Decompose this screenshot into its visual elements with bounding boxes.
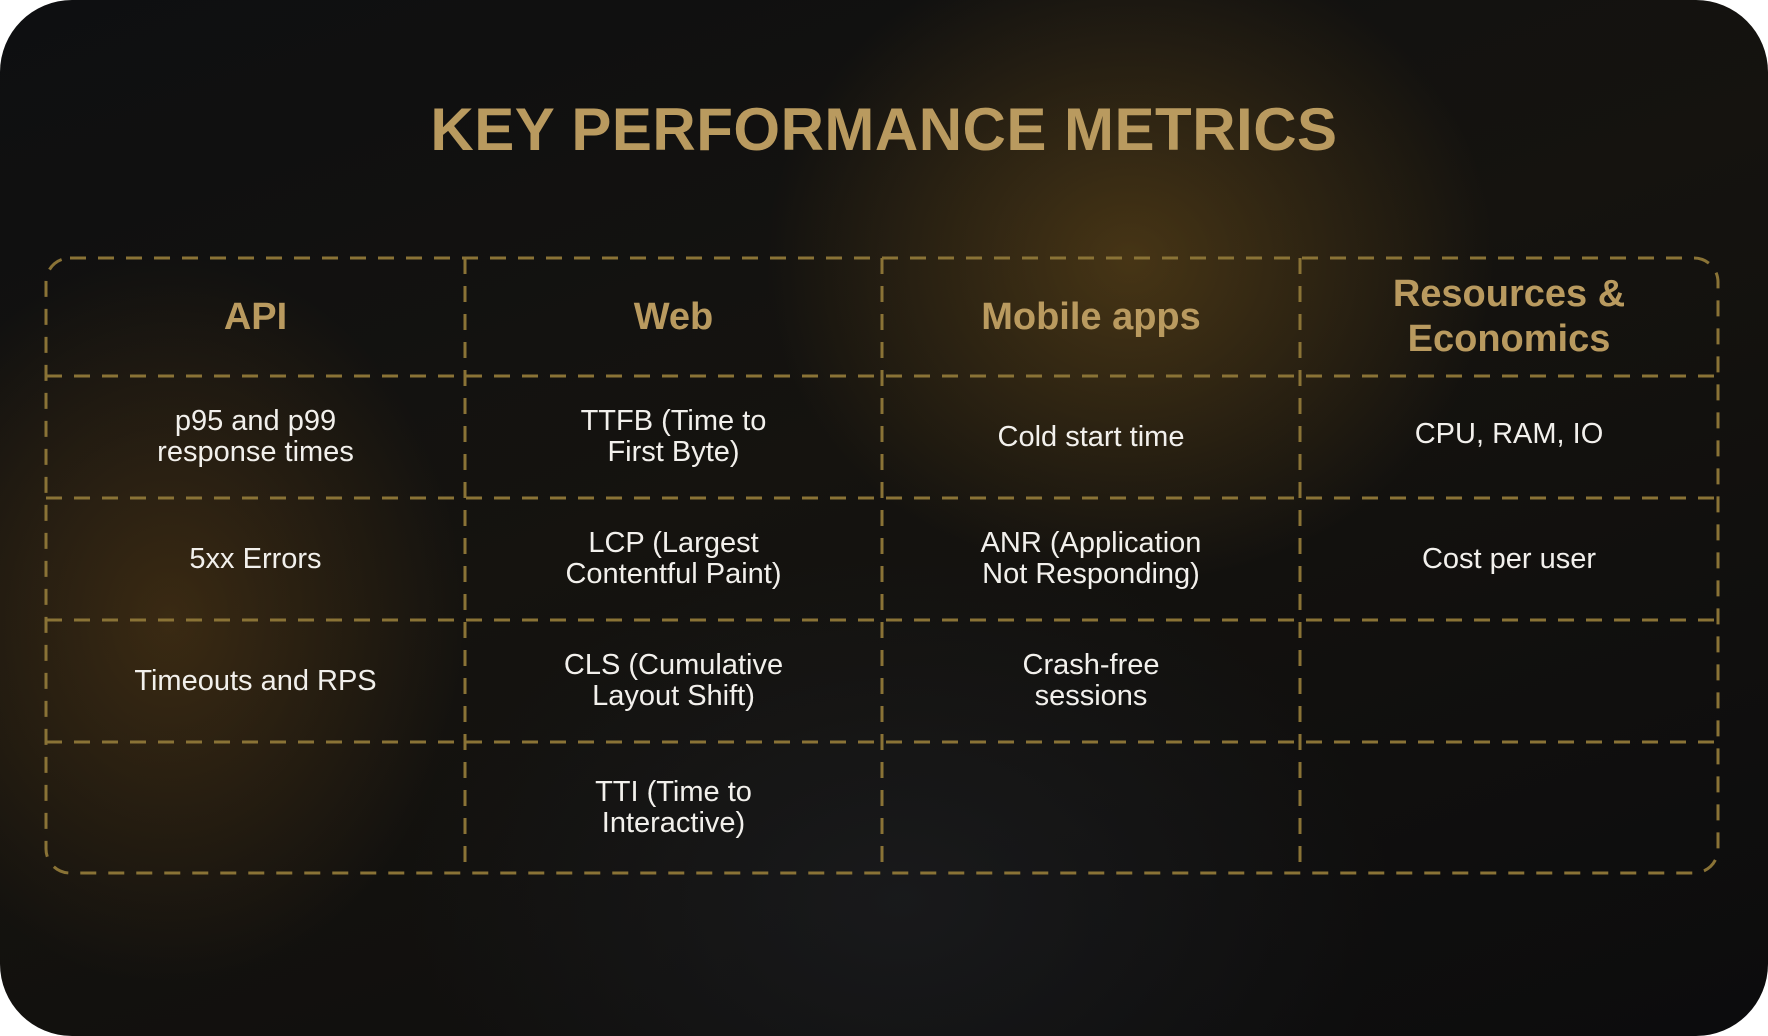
metric-label: CLS (Cumulative Layout Shift) [563,649,784,712]
column-header-api: API [46,258,465,376]
column-header-mobile-apps: Mobile apps [882,258,1300,376]
metric-label: Timeouts and RPS [134,664,377,697]
metric-cell [1300,620,1718,742]
column-header-label: API [223,295,288,338]
page-title: KEY PERFORMANCE METRICS [430,96,1338,163]
metric-cell: Crash-free sessions [882,620,1300,742]
metric-cell [46,742,465,873]
metric-cell: TTFB (Time to First Byte) [465,376,882,498]
metric-cell: TTI (Time to Interactive) [465,742,882,873]
metric-cell: CLS (Cumulative Layout Shift) [465,620,882,742]
metric-cell [882,742,1300,873]
metric-label: CPU, RAM, IO [1414,417,1604,450]
column-header-label: Web [633,295,714,338]
column-header-label: Resources & Economics [1392,273,1626,360]
metric-label: 5xx Errors [189,542,322,575]
metric-label: Cost per user [1421,542,1597,575]
metric-label: p95 and p99 response times [157,405,354,468]
metric-cell: Cold start time [882,376,1300,498]
column-header-web: Web [465,258,882,376]
column-header-label: Mobile apps [981,295,1201,338]
metric-cell: ANR (Application Not Responding) [882,498,1300,620]
metric-cell: 5xx Errors [46,498,465,620]
metric-label: Crash-free sessions [1022,649,1160,712]
metric-cell [1300,742,1718,873]
metric-label: TTFB (Time to First Byte) [580,405,767,468]
metric-label: ANR (Application Not Responding) [980,527,1202,590]
metric-cell: LCP (Largest Contentful Paint) [465,498,882,620]
metric-cell: CPU, RAM, IO [1300,376,1718,492]
metric-cell: Timeouts and RPS [46,620,465,742]
column-header-resources-economics: Resources & Economics [1300,258,1718,376]
metric-label: Cold start time [997,420,1185,453]
metric-label: LCP (Largest Contentful Paint) [565,527,782,590]
metric-label: TTI (Time to Interactive) [595,775,752,839]
metric-cell: p95 and p99 response times [46,376,465,498]
metric-cell: Cost per user [1300,498,1718,620]
